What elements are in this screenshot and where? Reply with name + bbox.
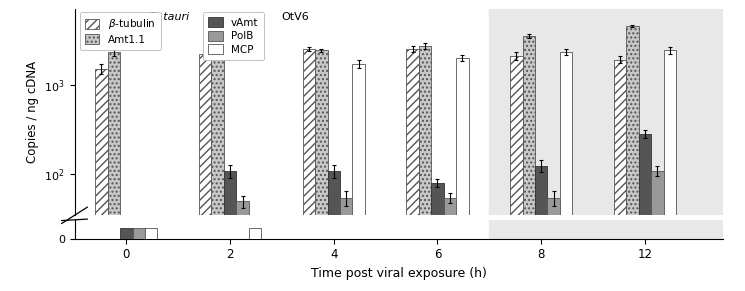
Bar [236, 201, 249, 291]
Bar [638, 134, 651, 291]
Bar [489, 9, 723, 215]
Bar [108, 52, 120, 291]
Text: OtV6: OtV6 [281, 12, 308, 22]
Bar [199, 54, 212, 291]
Bar [406, 49, 419, 291]
Bar [456, 58, 469, 291]
Bar [315, 50, 328, 291]
Bar [651, 171, 664, 291]
Bar [535, 166, 548, 291]
Bar [133, 228, 145, 239]
X-axis label: Time post viral exposure (h): Time post viral exposure (h) [311, 267, 486, 280]
Bar [522, 36, 535, 291]
Bar [249, 228, 261, 239]
Bar [95, 69, 108, 291]
Bar [120, 228, 133, 239]
Bar [627, 26, 638, 291]
Bar [431, 183, 444, 291]
Bar [302, 49, 315, 291]
Bar [489, 220, 723, 239]
Bar [328, 171, 340, 291]
Bar [352, 64, 365, 291]
Bar [224, 171, 236, 291]
Bar [340, 198, 352, 291]
Bar [548, 198, 559, 291]
Bar [510, 56, 522, 291]
Bar [145, 228, 157, 239]
Bar [664, 50, 676, 291]
Bar [212, 52, 224, 291]
Y-axis label: Copies / ng cDNA: Copies / ng cDNA [26, 61, 39, 163]
Bar [419, 46, 431, 291]
Legend: vAmt, PolB, MCP: vAmt, PolB, MCP [203, 12, 264, 60]
Bar [559, 52, 572, 291]
Bar [614, 60, 627, 291]
Bar [444, 198, 456, 291]
Text: O. tauri: O. tauri [148, 12, 189, 22]
